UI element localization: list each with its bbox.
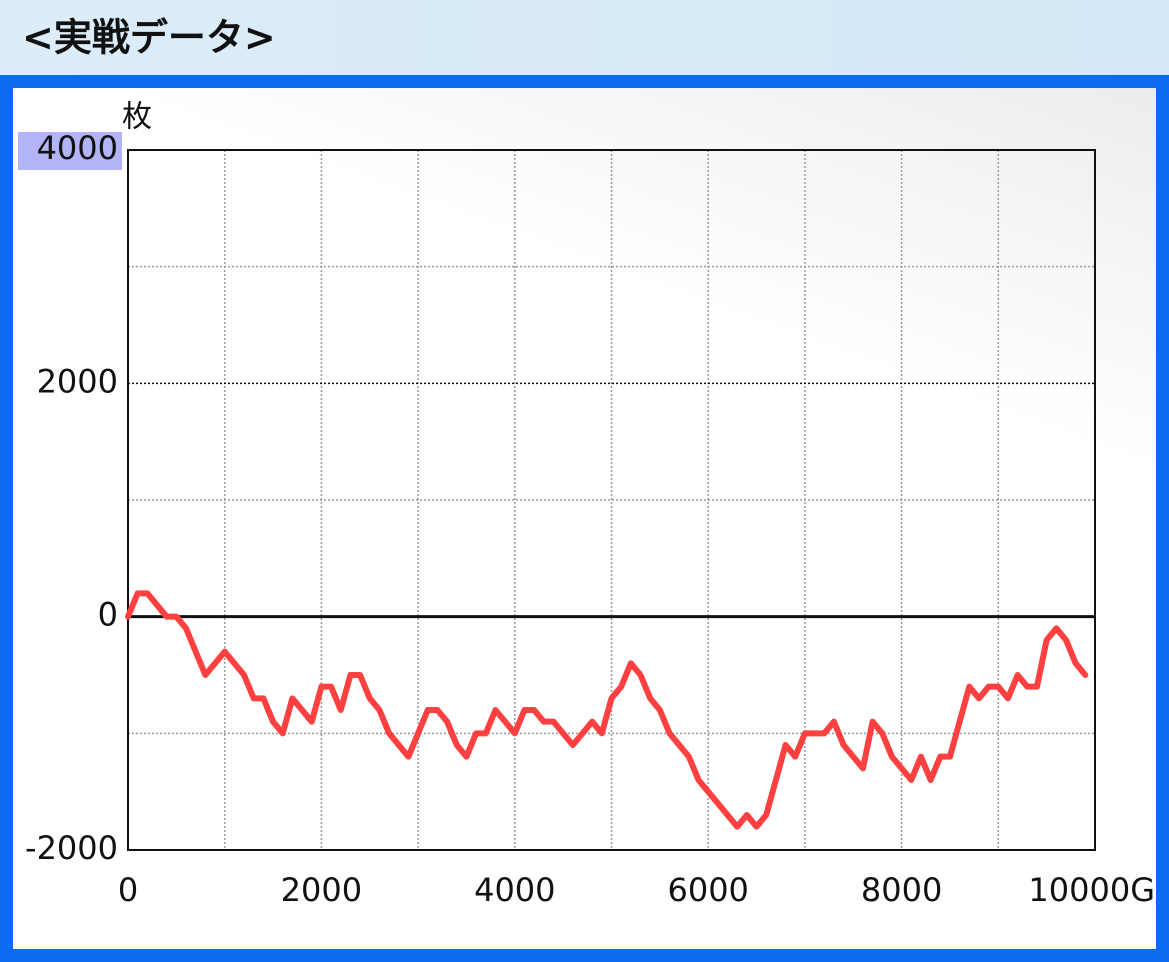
header-bar: [0, 0, 1169, 75]
x-tick-label: 2000: [281, 871, 362, 909]
y-tick-label: 4000: [37, 129, 118, 167]
selection-highlight: [18, 132, 122, 170]
chart-title: <実戦データ>: [22, 16, 276, 60]
x-tick-label: 0: [118, 871, 138, 909]
x-tick-label: 8000: [861, 871, 942, 909]
x-tick-label: 4000: [474, 871, 555, 909]
plot-border: [127, 149, 1096, 851]
y-tick-label: 2000: [37, 362, 118, 400]
y-tick-label: 0: [98, 596, 118, 634]
chart-frame: [0, 75, 1169, 962]
y-tick-label: -2000: [25, 829, 118, 867]
x-tick-label: 6000: [667, 871, 748, 909]
y-axis-label: 枚: [122, 100, 152, 135]
x-tick-label: 10000G: [1028, 871, 1155, 909]
data-line: [125, 590, 1089, 830]
